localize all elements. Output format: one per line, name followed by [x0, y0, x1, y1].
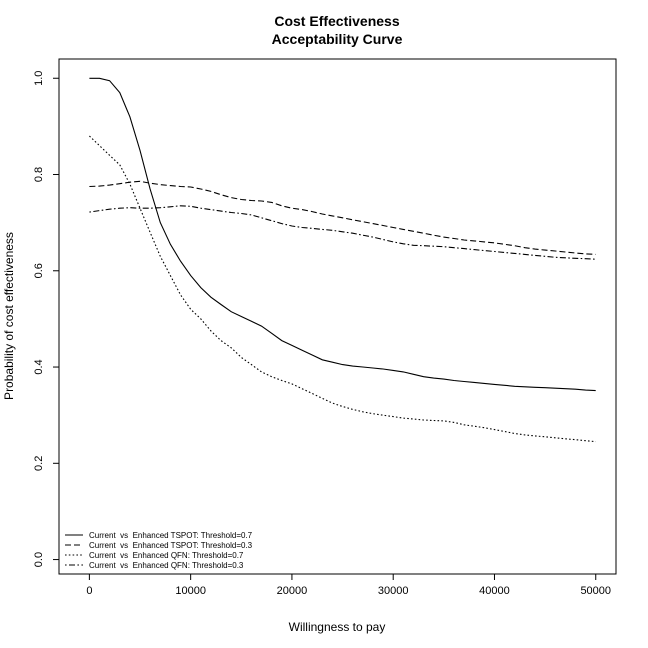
x-tick-label: 10000 — [175, 585, 206, 597]
legend-label-4: Current vs Enhanced QFN: Threshold=0.3 — [89, 561, 244, 570]
series-line-4 — [89, 205, 596, 260]
legend-label-1: Current vs Enhanced TSPOT: Threshold=0.7 — [89, 531, 253, 540]
y-axis-label: Probability of cost effectiveness — [2, 232, 16, 400]
x-tick-label: 40000 — [479, 585, 510, 597]
x-tick-label: 50000 — [580, 585, 611, 597]
y-tick-label: 0.0 — [33, 552, 45, 567]
y-tick-label: 0.8 — [33, 167, 45, 182]
series-layer — [89, 77, 596, 443]
x-tick-label: 20000 — [277, 585, 308, 597]
series-line-2 — [89, 180, 596, 255]
y-tick-label: 0.6 — [33, 263, 45, 278]
y-tick-label: 0.2 — [33, 456, 45, 471]
chart-title-line-2: Acceptability Curve — [272, 31, 403, 47]
y-tick-label: 1.0 — [33, 71, 45, 86]
x-tick-label: 0 — [86, 585, 92, 597]
x-axis-label: Willingness to pay — [289, 620, 386, 634]
x-axis: 0 10000 20000 30000 40000 50000 — [86, 573, 611, 597]
chart-title-line-1: Cost Effectiveness — [274, 13, 399, 29]
series-line-1 — [89, 77, 596, 392]
legend-label-3: Current vs Enhanced QFN: Threshold=0.7 — [89, 551, 244, 560]
x-tick-label: 30000 — [378, 585, 409, 597]
y-axis: 0.0 0.2 0.4 0.6 0.8 1.0 — [33, 71, 60, 567]
legend: Current vs Enhanced TSPOT: Threshold=0.7… — [65, 531, 253, 570]
y-tick-label: 0.4 — [33, 359, 45, 374]
legend-label-2: Current vs Enhanced TSPOT: Threshold=0.3 — [89, 541, 253, 550]
